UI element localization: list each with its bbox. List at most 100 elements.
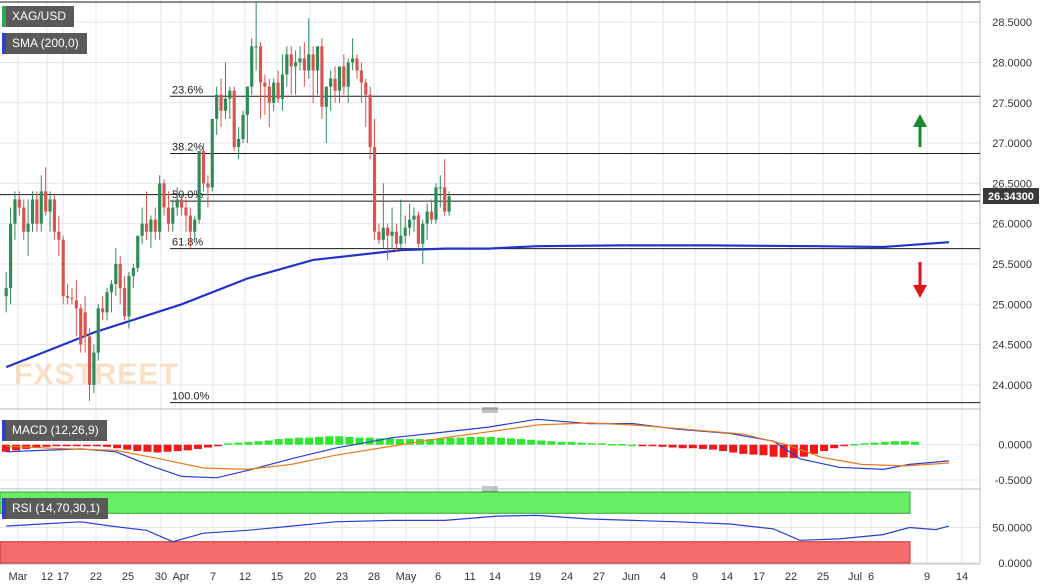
candle-body: [8, 223, 13, 289]
candle-body: [324, 86, 328, 107]
macd-histogram-bar-negative: [820, 444, 829, 452]
candle-bullish: [381, 183, 385, 248]
symbol-tag: XAG/USD: [2, 6, 75, 27]
macd-histogram-bar-positive: [597, 443, 606, 445]
macd-histogram-bar-positive: [234, 442, 243, 445]
price-axis: 24.0000 24.5000 25.0000 25.5000 26.0000 26.50…: [983, 17, 1039, 570]
candle-bearish: [443, 159, 447, 216]
panel-resize-handles[interactable]: [482, 407, 498, 492]
candle-body: [149, 219, 153, 232]
macd-histogram-bar-positive: [426, 439, 435, 445]
macd-signal-line: [6, 422, 950, 471]
fibonacci-levels: 23.6% 38.2% 50.0% 61.8% 100.0%: [0, 1, 980, 404]
candle-body: [219, 94, 223, 111]
macd-histogram-bar-negative: [648, 444, 657, 447]
candle-body: [162, 183, 166, 208]
candle-body: [307, 54, 311, 71]
candle-bullish: [438, 175, 442, 208]
macd-indicator-tag[interactable]: MACD (12,26,9): [2, 420, 107, 441]
candle-bullish: [329, 70, 333, 111]
candle-bullish: [109, 280, 114, 313]
candle-bearish: [394, 223, 399, 252]
candle-bullish: [390, 207, 394, 248]
candle-body: [92, 352, 96, 385]
candle-body: [381, 227, 385, 240]
candle-body: [83, 312, 87, 337]
macd-histogram-bar-negative: [214, 444, 223, 447]
candle-bullish: [131, 263, 135, 289]
macd-histogram-bar-negative: [32, 444, 41, 448]
candle-bullish: [48, 191, 52, 232]
watermark: FXSTREET: [14, 358, 179, 391]
macd-histogram-bar-positive: [335, 436, 344, 445]
candle-body: [223, 98, 228, 111]
price-tick-label: 26.0000: [992, 219, 1032, 231]
candle-bullish: [250, 38, 254, 95]
macd-histogram-bar-negative: [153, 444, 162, 453]
candle-body: [180, 199, 184, 208]
macd-histogram-bar-negative: [789, 444, 798, 459]
macd-histogram-bar-positive: [870, 442, 879, 445]
candle-bearish: [219, 78, 223, 127]
macd-histogram-bar-positive: [557, 441, 566, 445]
candle-bullish: [8, 207, 13, 305]
macd-histogram-bar-positive: [567, 441, 576, 445]
macd-histogram-bar-positive: [345, 436, 354, 445]
x-tick-label: 17: [57, 571, 69, 583]
candle-bullish: [294, 50, 298, 95]
macd-histogram-bar-positive: [527, 439, 536, 445]
candle-body: [368, 94, 372, 148]
macd-histogram-bar-positive: [880, 441, 889, 445]
macd-histogram-bar-negative: [143, 444, 152, 452]
time-axis: Mar 12 17 22 25 30 Apr 7 12 15 20 23 28 May 6 11 14 19 24 2…: [9, 571, 969, 583]
candle-body: [87, 336, 92, 385]
candle-bearish: [162, 179, 166, 216]
rsi-indicator-tag[interactable]: RSI (14,70,30,1): [2, 498, 109, 519]
candle-bearish: [429, 199, 434, 224]
candle-body: [206, 183, 210, 188]
candle-bearish: [57, 215, 61, 256]
fib-label: 100.0%: [172, 391, 210, 403]
candle-body: [17, 199, 21, 208]
candle-bearish: [342, 54, 346, 95]
candle-body: [153, 219, 157, 232]
candle-bullish: [26, 199, 30, 256]
x-tick-label: May: [396, 571, 417, 583]
candle-bearish: [359, 62, 363, 103]
macd-histogram-bar-positive: [456, 437, 465, 445]
candle-bullish: [285, 46, 289, 87]
fib-label: 61.8%: [172, 237, 203, 249]
candle-body: [372, 147, 377, 232]
rsi-tick-label: 0.0000: [998, 558, 1032, 570]
candle-body: [346, 62, 350, 87]
candle-bearish: [320, 38, 324, 119]
macd-histogram-bar-negative: [830, 444, 839, 449]
macd-histogram-bar-positive: [476, 436, 485, 445]
macd-histogram-bar-positive: [294, 437, 303, 445]
macd-panel: [2, 418, 950, 479]
candle-body: [337, 66, 342, 91]
candle-body: [258, 46, 263, 83]
sma-indicator-tag[interactable]: SMA (200,0): [2, 33, 87, 54]
candle-bearish: [153, 207, 157, 240]
candle-body: [118, 263, 122, 289]
price-tick-label: 26.5000: [992, 178, 1032, 190]
candle-bearish: [74, 280, 78, 337]
candle-bullish: [197, 151, 201, 224]
macd-histogram-bar-negative: [759, 444, 768, 456]
macd-histogram-bar-negative: [709, 444, 717, 450]
macd-histogram-bar-positive: [608, 444, 616, 446]
candle-bearish: [44, 167, 48, 216]
candle-body: [201, 151, 206, 184]
macd-histogram-bar-positive: [274, 439, 283, 445]
macd-histogram-bar-negative: [638, 444, 647, 447]
candle-body: [171, 207, 175, 224]
candle-body: [232, 90, 236, 148]
candle-body: [241, 114, 245, 140]
macd-histogram-bar-positive: [244, 441, 253, 445]
candle-bullish: [324, 86, 328, 144]
candle-bearish: [52, 195, 57, 240]
macd-histogram-bar-negative: [749, 444, 758, 455]
candle-bullish: [245, 86, 249, 144]
